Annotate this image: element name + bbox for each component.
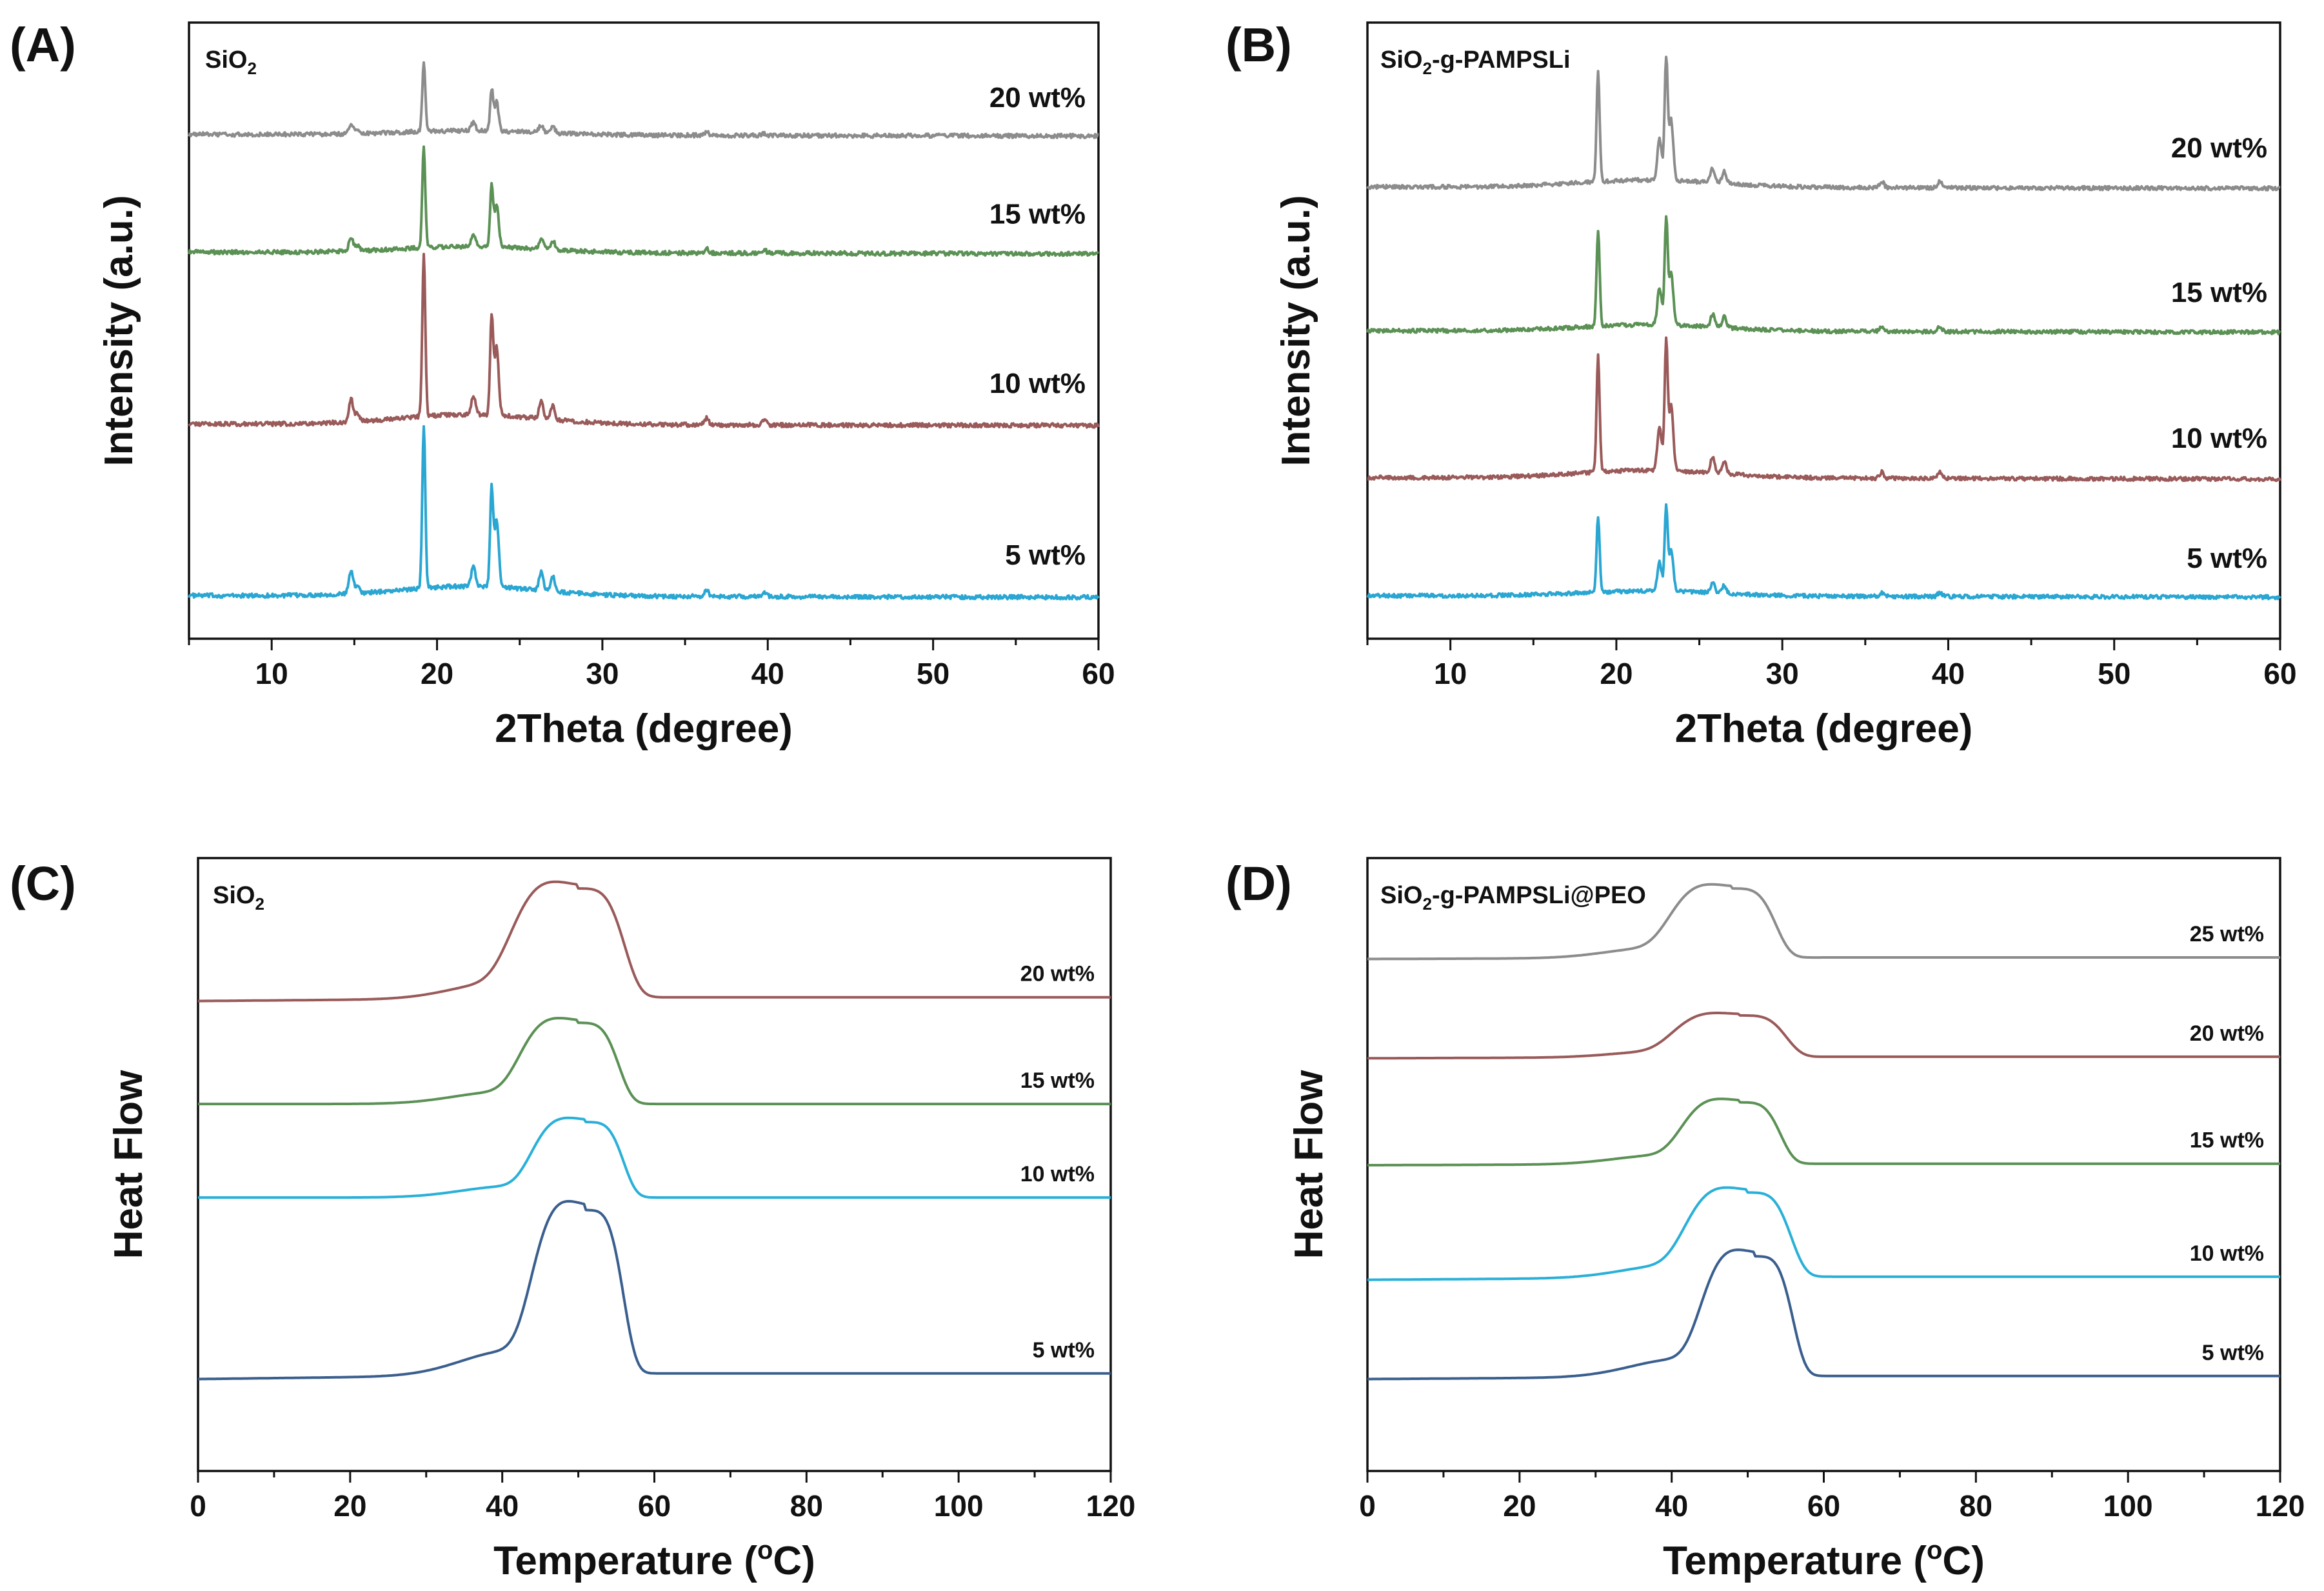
series-line-20wt — [1367, 1012, 2280, 1060]
series-label: 5 wt% — [2202, 1341, 2264, 1365]
x-tick-label: 40 — [486, 1489, 519, 1523]
x-tick-label: 50 — [2098, 657, 2130, 690]
plot-frame — [188, 21, 1100, 640]
x-tick-label: 10 — [1434, 657, 1467, 690]
x-tick-label: 60 — [1082, 657, 1115, 690]
series-label: 5 wt% — [2187, 543, 2267, 574]
x-tick-label: 30 — [586, 657, 619, 690]
x-tick-label: 120 — [1086, 1489, 1136, 1523]
x-tick-label: 100 — [2103, 1489, 2153, 1523]
x-tick-label: 20 — [421, 657, 453, 690]
series-label: 10 wt% — [2190, 1241, 2264, 1266]
panel-label-d: (D) — [1226, 857, 1292, 910]
x-tick-label: 20 — [1503, 1489, 1536, 1523]
panel-label-c: (C) — [10, 857, 76, 910]
series-line-5wt — [198, 1199, 1111, 1381]
series-label: 10 wt% — [1020, 1162, 1095, 1186]
series-line-15wt — [1366, 215, 2281, 335]
sample-label: SiO2-g-PAMPSLi — [1380, 46, 1571, 78]
x-tick-label: 40 — [751, 657, 784, 690]
x-tick-label: 20 — [1600, 657, 1633, 690]
x-tick-label: 60 — [2263, 657, 2296, 690]
series-label: 20 wt% — [989, 82, 1086, 114]
x-tick-label: 60 — [638, 1489, 671, 1523]
x-tick-label: 20 — [333, 1489, 366, 1523]
x-tick-label: 40 — [1932, 657, 1965, 690]
y-axis-label: Heat Flow — [106, 1070, 151, 1259]
x-tick-label: 30 — [1766, 657, 1799, 690]
series-line-10wt — [1367, 336, 2281, 483]
series-label: 15 wt% — [2171, 277, 2267, 308]
x-tick-label: 80 — [1960, 1489, 1992, 1523]
series-label: 10 wt% — [989, 368, 1086, 399]
x-tick-label: 50 — [917, 657, 949, 690]
y-axis-label: Heat Flow — [1287, 1070, 1331, 1259]
panel-3: 0 20 40 60 80 100 120 Temperature (oC) Heat Flow… — [1226, 857, 2305, 1583]
series-line-20wt — [1366, 55, 2281, 192]
panel-1: 10 20 30 40 50 60 2Theta (degree) Intensity (a.… — [1226, 18, 2297, 751]
sample-label: SiO2-g-PAMPSLi@PEO — [1380, 882, 1646, 914]
series-label: 15 wt% — [989, 199, 1086, 230]
sample-label: SiO2 — [205, 46, 257, 78]
series-label: 10 wt% — [2171, 423, 2267, 454]
plot-frame — [197, 857, 1112, 1472]
x-tick-label: 100 — [934, 1489, 984, 1523]
y-axis-label: Intensity (a.u.) — [1274, 195, 1318, 466]
panel-0: 10 20 30 40 50 60 2Theta (degree) Intensity (a.… — [10, 18, 1115, 751]
series-label: 15 wt% — [2190, 1128, 2264, 1153]
panel-label-a: (A) — [10, 18, 76, 72]
x-tick-label: 40 — [1655, 1489, 1688, 1523]
x-tick-label: 120 — [2256, 1489, 2305, 1523]
x-tick-label: 0 — [1359, 1489, 1376, 1523]
series-line-10wt — [1367, 1186, 2280, 1281]
series-line-20wt — [198, 880, 1111, 1003]
series-label: 20 wt% — [2190, 1021, 2264, 1046]
series-label: 25 wt% — [2190, 922, 2264, 946]
series-line-5wt — [188, 425, 1100, 601]
x-axis-label: 2Theta (degree) — [495, 706, 793, 751]
x-axis-label: Temperature (oC) — [1663, 1536, 1985, 1583]
x-tick-label: 80 — [790, 1489, 823, 1523]
series-label: 15 wt% — [1020, 1068, 1095, 1093]
series-label: 20 wt% — [1020, 962, 1095, 986]
series-label: 5 wt% — [1033, 1338, 1095, 1363]
x-tick-label: 10 — [255, 657, 288, 690]
series-line-15wt — [188, 145, 1100, 257]
panel-label-b: (B) — [1226, 18, 1292, 72]
series-line-10wt — [188, 252, 1100, 429]
x-tick-label: 0 — [190, 1489, 206, 1523]
series-line-10wt — [198, 1116, 1111, 1199]
series-line-20wt — [188, 61, 1099, 139]
panel-2: 0 20 40 60 80 100 120 Temperature (oC) Heat Flow… — [10, 857, 1135, 1583]
sample-label: SiO2 — [213, 882, 264, 914]
series-line-25wt — [1367, 883, 2280, 961]
series-line-15wt — [198, 1017, 1111, 1106]
x-axis-label: 2Theta (degree) — [1675, 706, 1973, 751]
series-label: 5 wt% — [1005, 539, 1086, 571]
y-axis-label: Intensity (a.u.) — [97, 195, 141, 466]
series-line-15wt — [1367, 1097, 2280, 1166]
series-line-5wt — [1367, 1248, 2280, 1381]
series-label: 20 wt% — [2171, 132, 2267, 164]
x-axis-label: Temperature (oC) — [493, 1536, 815, 1583]
series-line-5wt — [1366, 503, 2281, 601]
x-tick-label: 60 — [1807, 1489, 1840, 1523]
